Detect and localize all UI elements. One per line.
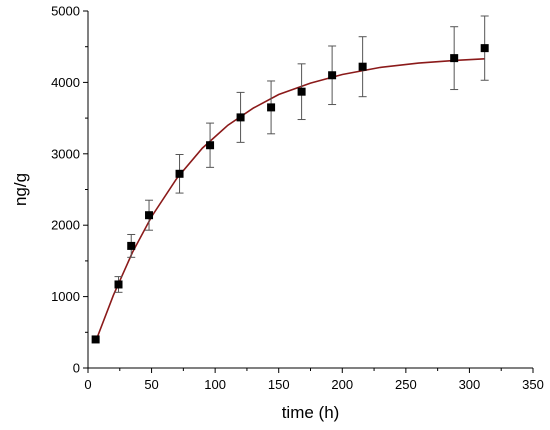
x-tick-label: 250 [395, 377, 417, 392]
y-tick-label: 2000 [51, 218, 80, 233]
data-point [145, 211, 154, 220]
fit-curve-line [94, 58, 485, 342]
data-point [480, 44, 489, 53]
data-point [267, 103, 276, 112]
y-tick-label: 4000 [51, 75, 80, 90]
x-tick-label: 150 [268, 377, 290, 392]
data-point [91, 335, 100, 344]
x-tick-label: 350 [522, 377, 544, 392]
data-point [236, 113, 245, 122]
data-point [175, 169, 184, 178]
data-point [206, 141, 215, 150]
x-tick-label: 50 [144, 377, 158, 392]
data-point [358, 62, 367, 71]
x-tick-label: 300 [459, 377, 481, 392]
y-tick-label: 1000 [51, 289, 80, 304]
x-axis-title: time (h) [282, 403, 340, 422]
y-tick-label: 3000 [51, 146, 80, 161]
data-point [450, 54, 459, 63]
y-tick-label: 0 [73, 361, 80, 376]
y-tick-label: 5000 [51, 4, 80, 19]
x-tick-label: 200 [331, 377, 353, 392]
x-tick-label: 100 [204, 377, 226, 392]
x-tick-label: 0 [84, 377, 91, 392]
data-point [127, 241, 136, 250]
data-point [114, 280, 123, 289]
plot-area: 0 50 100 150 200 250 300 350 0 1000 2000 3000 4000 50… [51, 4, 544, 393]
data-point [297, 87, 306, 96]
y-axis-title: ng/g [11, 173, 30, 206]
data-point [328, 71, 337, 80]
